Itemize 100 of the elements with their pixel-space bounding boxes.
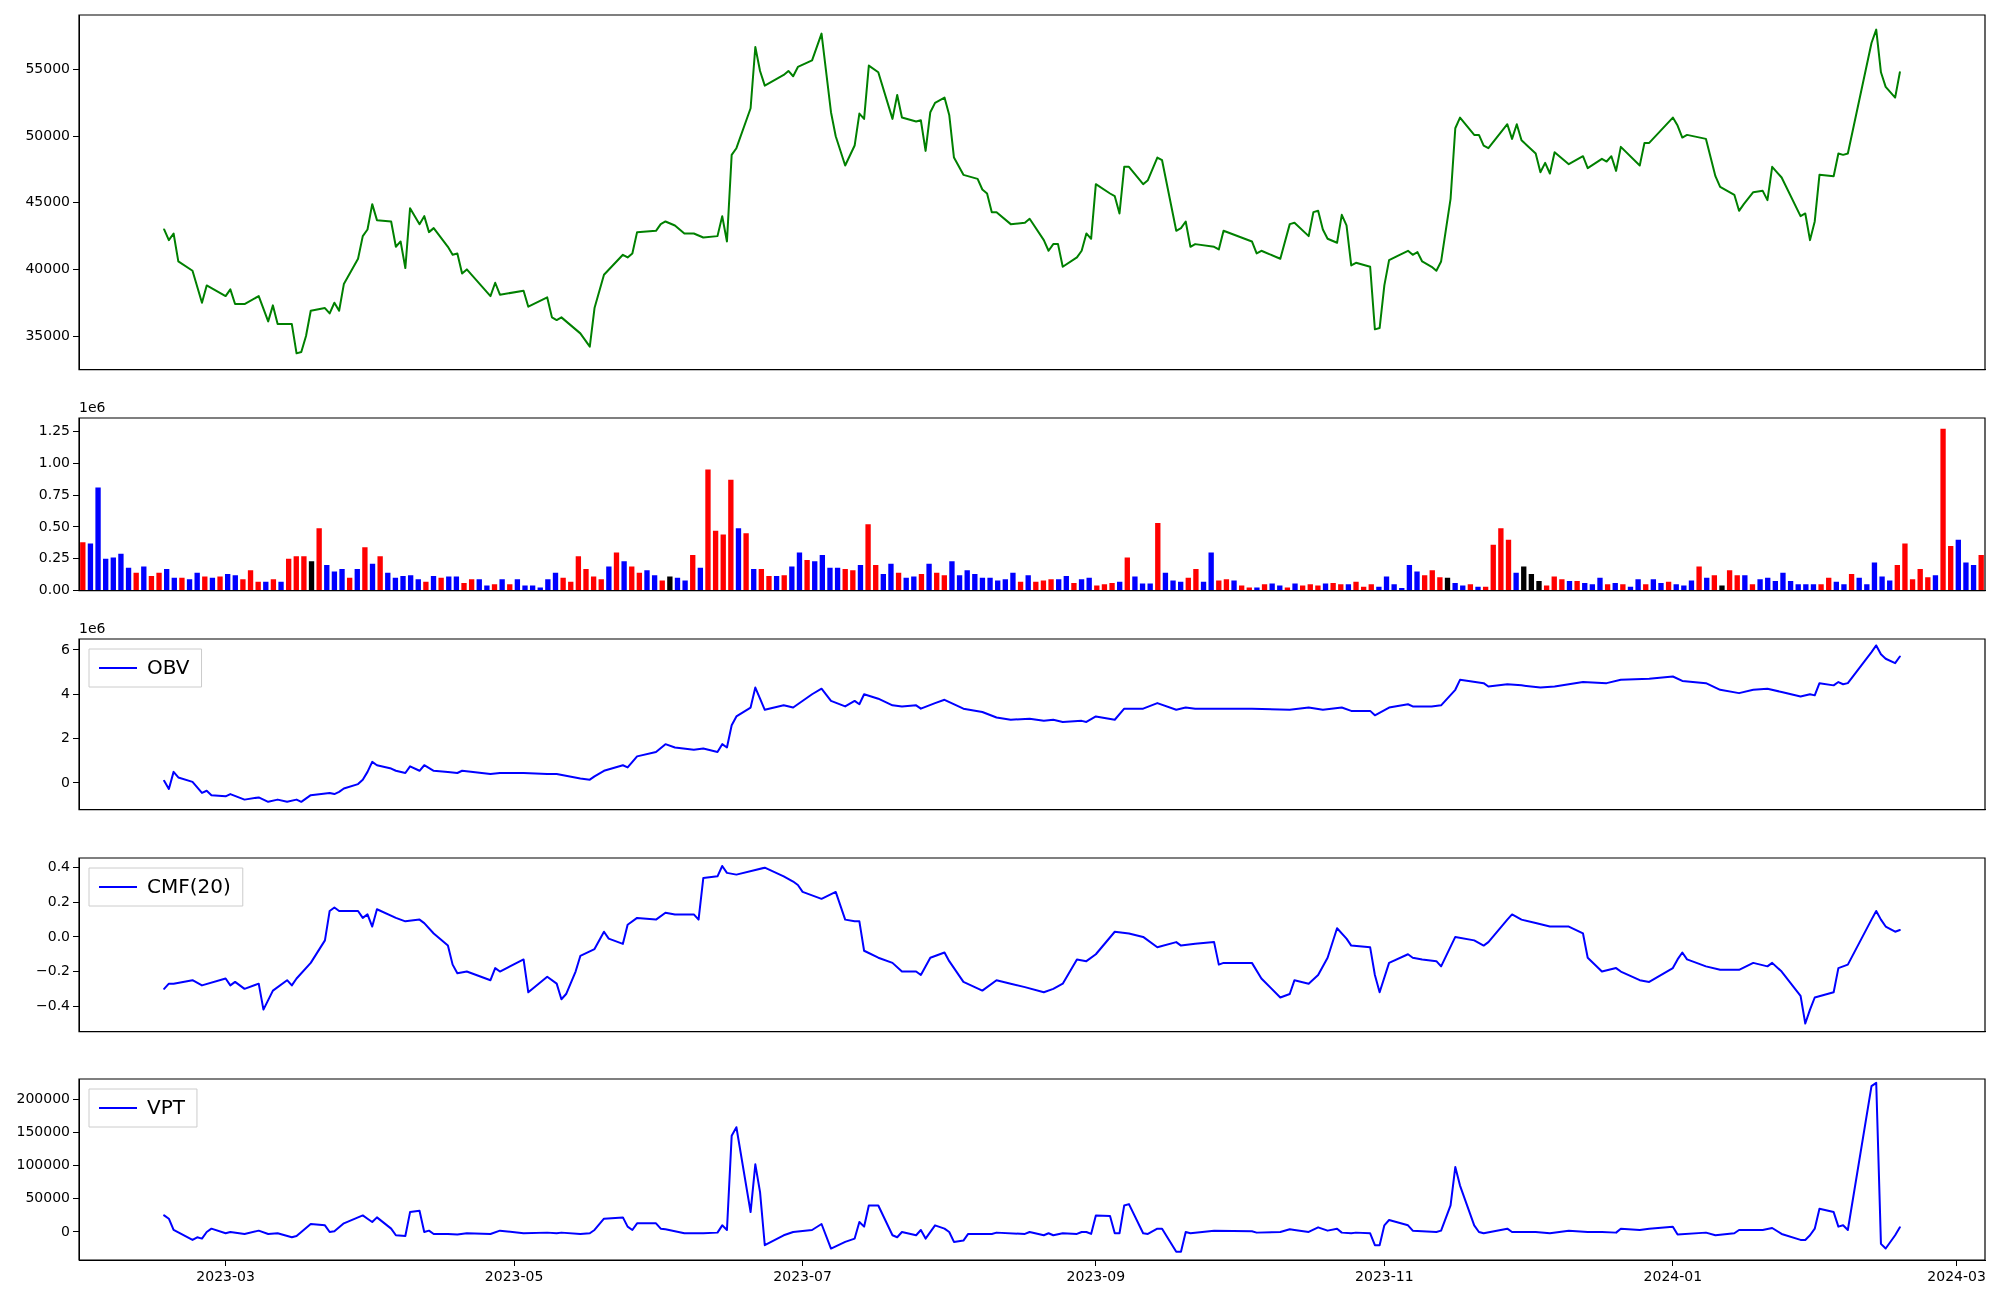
bar: [461, 582, 467, 591]
bar: [339, 568, 345, 591]
y-tick-label: 0.25: [38, 549, 70, 566]
bar: [1681, 585, 1687, 591]
bar: [1940, 428, 1946, 591]
bar: [278, 581, 284, 591]
bar: [1383, 576, 1390, 591]
bar: [1803, 584, 1809, 591]
bar: [796, 552, 803, 591]
bar: [941, 575, 947, 591]
y-tick-label: 2: [61, 729, 70, 746]
bar: [1673, 584, 1679, 591]
bar: [1597, 577, 1603, 591]
bar: [1368, 584, 1374, 591]
bar: [1902, 543, 1908, 591]
bar: [202, 576, 208, 591]
bar: [110, 557, 116, 591]
bar: [1871, 562, 1878, 591]
bar: [682, 580, 688, 591]
bar: [545, 579, 551, 591]
bar: [827, 567, 833, 591]
bar: [1330, 582, 1336, 591]
bar: [392, 577, 399, 591]
y-tick-label: −0.4: [36, 996, 71, 1013]
bar: [148, 575, 155, 591]
bar: [400, 575, 406, 591]
x-tick-label: 2023-11: [1355, 1268, 1414, 1285]
bar: [484, 585, 490, 591]
bar: [415, 579, 421, 591]
bar: [324, 565, 330, 591]
bar: [156, 572, 162, 591]
bar: [880, 574, 886, 591]
bar: [1726, 570, 1733, 591]
bar: [934, 572, 940, 591]
bar: [430, 575, 437, 591]
bar: [1185, 577, 1191, 591]
bar: [1780, 572, 1786, 591]
bar: [1955, 539, 1961, 591]
text: 1e6: [79, 398, 106, 415]
bar: [873, 565, 879, 591]
y-tick-label: 50000: [25, 126, 70, 143]
bar: [1452, 582, 1458, 591]
bar: [1887, 580, 1893, 591]
text: 1e6: [79, 619, 106, 636]
bar: [1604, 584, 1611, 591]
bar: [1231, 580, 1237, 591]
y-tick-label: 1.00: [38, 453, 70, 470]
x-tick-label: 2023-07: [773, 1268, 832, 1285]
y-tick-label: 150000: [16, 1123, 70, 1140]
bar: [1345, 584, 1352, 591]
bar: [865, 524, 871, 591]
bar: [1109, 582, 1115, 591]
bar: [316, 528, 322, 591]
y-tick-label: 0: [61, 1222, 70, 1239]
bar: [728, 479, 734, 591]
legend-label: CMF(20): [147, 874, 231, 899]
bar: [987, 577, 993, 591]
bar: [1078, 579, 1085, 591]
bar: [476, 579, 482, 591]
bar: [194, 572, 200, 591]
bar: [1223, 579, 1230, 591]
bar: [1101, 584, 1108, 591]
bar: [453, 576, 460, 591]
bar: [87, 543, 94, 591]
bar: [583, 568, 589, 591]
bar: [1643, 584, 1649, 591]
bar: [1650, 579, 1657, 591]
bar: [773, 575, 780, 591]
bar: [911, 576, 917, 591]
bar: [712, 530, 719, 591]
legend-label: OBV: [147, 655, 190, 680]
bar: [644, 570, 650, 591]
bar: [1048, 579, 1054, 591]
bar: [560, 577, 566, 591]
bar: [331, 571, 338, 591]
bar: [103, 558, 109, 591]
bar: [1162, 572, 1169, 591]
bar: [720, 534, 726, 591]
bar: [758, 568, 765, 591]
bar: [1475, 586, 1481, 591]
bar: [247, 570, 254, 591]
bar: [636, 572, 643, 591]
bar: [1399, 588, 1405, 591]
bar: [293, 556, 299, 591]
bar: [964, 570, 970, 591]
bar: [377, 556, 383, 591]
bar: [1246, 587, 1252, 591]
bar: [209, 577, 216, 591]
bar: [1315, 585, 1321, 591]
bar: [789, 566, 795, 591]
y-tick-label: 40000: [25, 260, 70, 277]
bar: [1155, 523, 1161, 591]
bar: [255, 581, 261, 591]
bar: [1658, 582, 1664, 591]
bar: [186, 579, 193, 591]
bar: [812, 561, 818, 591]
bar: [217, 576, 223, 591]
bar: [141, 566, 147, 591]
bar: [735, 528, 742, 591]
bar: [522, 585, 528, 591]
